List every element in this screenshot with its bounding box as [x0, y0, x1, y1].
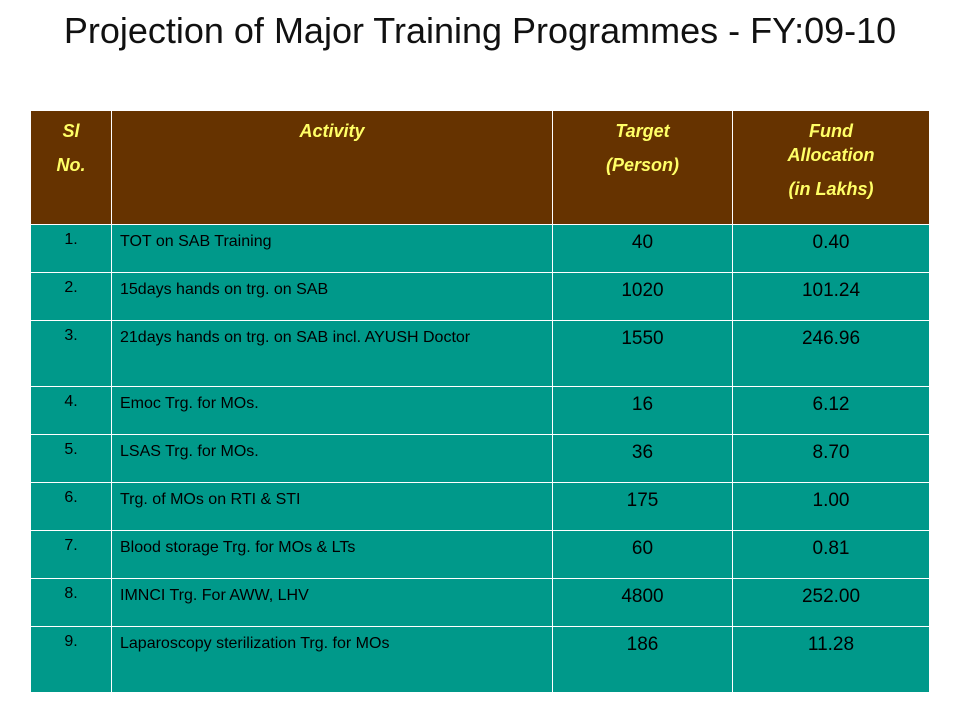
cell-sl: 1. [30, 224, 112, 273]
cell-target: 175 [552, 482, 733, 531]
cell-activity: Blood storage Trg. for MOs & LTs [111, 530, 553, 579]
cell-activity: TOT on SAB Training [111, 224, 553, 273]
table-row: 1. TOT on SAB Training 40 0.40 [30, 224, 930, 273]
table-row: 2. 15days hands on trg. on SAB 1020 101.… [30, 272, 930, 321]
cell-sl: 9. [30, 626, 112, 693]
header-sl-line-2: No. [56, 155, 86, 175]
cell-fund: 101.24 [732, 272, 930, 321]
cell-target: 36 [552, 434, 733, 483]
cell-activity: Trg. of MOs on RTI & STI [111, 482, 553, 531]
cell-target: 40 [552, 224, 733, 273]
cell-target: 16 [552, 386, 733, 435]
header-sl-no: Sl No. [30, 110, 112, 225]
header-fund-line-1: Fund Allocation [787, 121, 875, 165]
header-fund-line-2: (in Lakhs) [788, 179, 874, 199]
cell-target: 1550 [552, 320, 733, 387]
cell-target: 4800 [552, 578, 733, 627]
table-row: 3. 21days hands on trg. on SAB incl. AYU… [30, 320, 930, 387]
cell-fund: 1.00 [732, 482, 930, 531]
header-target-line-1: Target [615, 121, 670, 141]
header-sl-line-1: Sl [62, 121, 80, 141]
table-row: 6. Trg. of MOs on RTI & STI 175 1.00 [30, 482, 930, 531]
cell-fund: 8.70 [732, 434, 930, 483]
header-target: Target (Person) [552, 110, 733, 225]
table-row: 7. Blood storage Trg. for MOs & LTs 60 0… [30, 530, 930, 579]
cell-fund: 11.28 [732, 626, 930, 693]
cell-fund: 6.12 [732, 386, 930, 435]
cell-activity: Laparoscopy sterilization Trg. for MOs [111, 626, 553, 693]
cell-activity: 21days hands on trg. on SAB incl. AYUSH … [111, 320, 553, 387]
cell-activity: IMNCI Trg. For AWW, LHV [111, 578, 553, 627]
table-header-row: Sl No. Activity Target (Person) Fund All… [30, 110, 930, 225]
cell-fund: 252.00 [732, 578, 930, 627]
cell-sl: 4. [30, 386, 112, 435]
page-title: Projection of Major Training Programmes … [63, 10, 897, 51]
header-activity: Activity [111, 110, 553, 225]
cell-sl: 3. [30, 320, 112, 387]
cell-fund: 0.40 [732, 224, 930, 273]
cell-target: 186 [552, 626, 733, 693]
cell-target: 60 [552, 530, 733, 579]
header-fund: Fund Allocation (in Lakhs) [732, 110, 930, 225]
cell-sl: 2. [30, 272, 112, 321]
table-row: 9. Laparoscopy sterilization Trg. for MO… [30, 626, 930, 693]
table-row: 5. LSAS Trg. for MOs. 36 8.70 [30, 434, 930, 483]
training-table: Sl No. Activity Target (Person) Fund All… [30, 110, 930, 693]
table-row: 8. IMNCI Trg. For AWW, LHV 4800 252.00 [30, 578, 930, 627]
header-target-line-2: (Person) [605, 155, 679, 175]
cell-sl: 5. [30, 434, 112, 483]
cell-activity: 15days hands on trg. on SAB [111, 272, 553, 321]
header-activity-line-1: Activity [299, 121, 365, 141]
cell-activity: Emoc Trg. for MOs. [111, 386, 553, 435]
cell-sl: 8. [30, 578, 112, 627]
cell-target: 1020 [552, 272, 733, 321]
cell-fund: 246.96 [732, 320, 930, 387]
cell-fund: 0.81 [732, 530, 930, 579]
cell-activity: LSAS Trg. for MOs. [111, 434, 553, 483]
cell-sl: 6. [30, 482, 112, 531]
cell-sl: 7. [30, 530, 112, 579]
table-row: 4. Emoc Trg. for MOs. 16 6.12 [30, 386, 930, 435]
